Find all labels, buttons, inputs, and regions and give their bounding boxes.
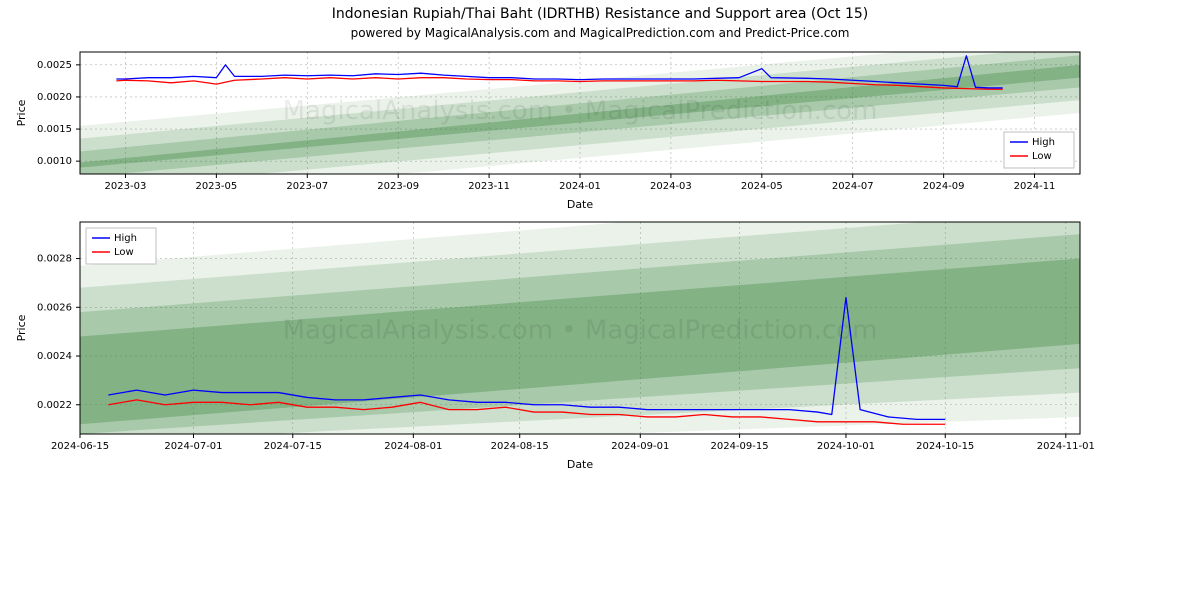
svg-text:0.0015: 0.0015 [37, 124, 72, 135]
svg-text:2023-07: 2023-07 [286, 181, 328, 192]
svg-text:Price: Price [15, 314, 28, 341]
svg-text:High: High [1032, 137, 1055, 148]
svg-text:0.0028: 0.0028 [37, 254, 72, 265]
svg-text:2024-07-01: 2024-07-01 [164, 441, 222, 452]
svg-text:2023-05: 2023-05 [195, 181, 237, 192]
svg-text:2024-10-15: 2024-10-15 [916, 441, 974, 452]
svg-text:2024-07: 2024-07 [832, 181, 874, 192]
figure-container: Indonesian Rupiah/Thai Baht (IDRTHB) Res… [0, 0, 1200, 600]
figure-title: Indonesian Rupiah/Thai Baht (IDRTHB) Res… [0, 0, 1200, 22]
svg-text:2024-06-15: 2024-06-15 [51, 441, 109, 452]
svg-text:2024-01: 2024-01 [559, 181, 601, 192]
svg-text:Date: Date [567, 198, 594, 211]
svg-text:2023-11: 2023-11 [468, 181, 510, 192]
svg-text:High: High [114, 233, 137, 244]
svg-text:2024-09-01: 2024-09-01 [611, 441, 669, 452]
svg-text:2024-10-01: 2024-10-01 [817, 441, 875, 452]
svg-text:2023-09: 2023-09 [377, 181, 419, 192]
chart-1-svg: MagicalAnalysis.com • MagicalPrediction.… [0, 44, 1100, 214]
svg-text:Price: Price [15, 99, 28, 126]
svg-text:0.0020: 0.0020 [37, 92, 72, 103]
svg-text:MagicalAnalysis.com • Magica: MagicalAnalysis.com • MagicalPrediction.… [283, 316, 878, 346]
svg-text:Low: Low [1032, 151, 1052, 162]
chart-2-svg: MagicalAnalysis.com • MagicalPrediction.… [0, 214, 1100, 474]
svg-text:0.0025: 0.0025 [37, 60, 72, 71]
svg-text:2024-05: 2024-05 [741, 181, 783, 192]
svg-text:0.0024: 0.0024 [37, 351, 72, 362]
svg-text:2024-03: 2024-03 [650, 181, 692, 192]
svg-text:2024-08-01: 2024-08-01 [384, 441, 442, 452]
chart-1-wrap: MagicalAnalysis.com • MagicalPrediction.… [0, 44, 1200, 214]
chart-2-wrap: MagicalAnalysis.com • MagicalPrediction.… [0, 214, 1200, 474]
svg-text:MagicalAnalysis.com • Magica: MagicalAnalysis.com • MagicalPrediction.… [283, 96, 878, 126]
svg-text:0.0022: 0.0022 [37, 400, 72, 411]
svg-text:Date: Date [567, 458, 594, 471]
svg-text:2024-11-01: 2024-11-01 [1037, 441, 1095, 452]
svg-text:2024-08-15: 2024-08-15 [491, 441, 549, 452]
svg-text:2023-03: 2023-03 [105, 181, 147, 192]
svg-text:2024-07-15: 2024-07-15 [264, 441, 322, 452]
svg-text:2024-09-15: 2024-09-15 [711, 441, 769, 452]
svg-text:0.0026: 0.0026 [37, 302, 72, 313]
figure-subtitle: powered by MagicalAnalysis.com and Magic… [0, 22, 1200, 44]
svg-text:2024-11: 2024-11 [1014, 181, 1056, 192]
svg-text:0.0010: 0.0010 [37, 156, 72, 167]
svg-text:2024-09: 2024-09 [923, 181, 965, 192]
svg-text:Low: Low [114, 247, 134, 258]
